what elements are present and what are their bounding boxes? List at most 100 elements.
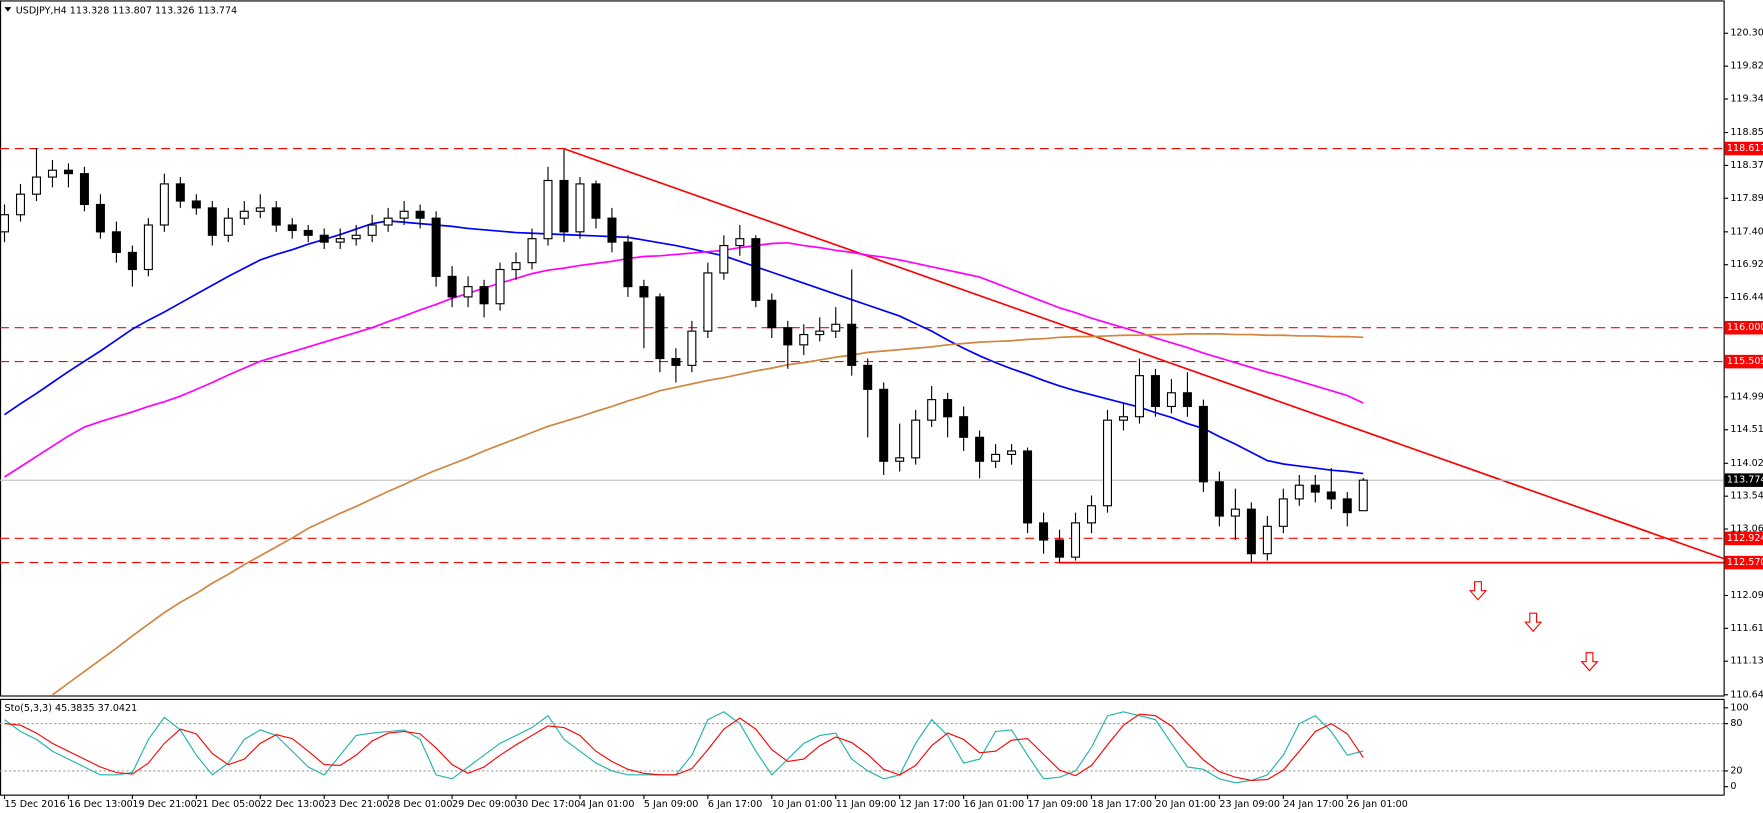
x-tick-label: 26 Jan 01:00 [1347,799,1408,810]
candle-body [575,183,585,233]
x-tick-label: 18 Jan 17:00 [1092,799,1153,810]
candle-body [79,173,89,206]
down-arrow [1524,612,1543,633]
trend-line [562,147,1724,560]
level-label-box [1724,354,1763,369]
y-tick-label: 111.610 [1730,623,1763,634]
candle-body [63,169,73,175]
level-label: 118.617 [1727,143,1763,154]
candle-body [543,179,553,240]
candle-body [1102,419,1112,507]
y-tick-label: 119.340 [1730,94,1763,105]
x-tick-label: 21 Dec 05:00 [196,799,260,810]
x-tick-label: 29 Dec 09:00 [452,799,516,810]
candle-body [863,364,873,390]
k-value: 45.3835 [55,702,95,713]
candle-body [1246,508,1256,555]
candle-body [399,210,409,219]
moving-average [51,333,1364,696]
x-tick-label: 28 Dec 01:00 [388,799,452,810]
high-value: 113.807 [112,5,152,16]
down-arrows [1468,581,1599,672]
candle-body [655,296,665,360]
candle-body [1342,498,1352,514]
candle-body [111,231,121,253]
candle-body [175,183,185,202]
candle-body [1055,539,1065,558]
candle-body [623,241,633,288]
candle-body [447,275,457,298]
down-arrow [1468,581,1488,601]
candle-body [495,268,505,305]
candle-body [335,238,345,243]
candle-body [1023,450,1033,524]
candle-body [735,238,745,247]
candle-body [1358,479,1368,512]
x-tick-label: 6 Jan 17:00 [708,799,762,810]
y-tick-label: 113.540 [1730,491,1763,502]
candle-body [1086,505,1097,524]
candle-body [639,286,649,298]
oscillator-plot [0,711,1724,784]
candle-body [143,224,153,271]
level-label: 116.000 [1727,322,1763,333]
x-tick-label: 24 Jan 17:00 [1283,799,1344,810]
x-tick-label: 23 Dec 21:00 [324,799,388,810]
candle-body [431,217,441,277]
y-tick-label: 112.090 [1730,590,1763,601]
level-label-box [1724,555,1763,570]
candle-body [1326,491,1336,500]
y-tick-label: 114.020 [1730,458,1763,469]
candle-body [95,203,105,233]
candle-body [207,207,217,236]
y-tick-label: 100 [1730,702,1748,713]
candle-body [1310,484,1320,493]
x-tick-label: 15 Dec 2016 [5,799,66,810]
level-label-box [1724,141,1763,156]
candle-body [703,272,713,332]
y-tick-label: 116.920 [1730,259,1763,270]
candle-body [1166,392,1176,408]
level-label-box [1724,320,1763,335]
candle-body [991,453,1001,462]
candle-body [1134,375,1144,418]
x-tick-label: 22 Dec 13:00 [260,799,324,810]
candle-body [415,210,425,219]
y-tick-label: 113.060 [1730,524,1763,535]
candle-body [1150,375,1160,408]
candle-body [1214,481,1224,517]
y-tick-label: 0 [1730,781,1736,792]
y-tick-label: 119.820 [1730,61,1763,72]
candle-body [1294,484,1304,500]
candle-body [943,399,953,418]
d-value: 37.0421 [98,702,138,713]
x-tick-label: 30 Dec 17:00 [516,799,580,810]
candle-body [895,457,905,462]
candle-body [847,323,857,366]
y-tick-label: 117.890 [1730,193,1763,204]
candle-body [831,323,841,332]
x-tick-label: 4 Jan 01:00 [580,799,634,810]
candle-body [1230,508,1240,517]
menu-triangle [4,7,12,12]
candle-body [1198,405,1208,483]
candle-body [559,179,569,233]
candle-body [383,217,393,226]
candle-body [15,193,25,216]
candle-body [671,357,681,366]
y-tick-label: 114.510 [1730,424,1763,435]
candle-body [479,286,489,305]
level-label: 115.505 [1727,356,1763,367]
close-value: 113.774 [198,5,238,16]
candle-body [303,229,313,236]
open-value: 113.328 [70,5,110,16]
candle-body [719,244,729,274]
main-panel [0,0,1725,697]
candle-body [1182,392,1192,408]
candle-body [927,399,937,421]
candle-body [607,217,617,243]
y-tick-label: 111.130 [1730,656,1763,667]
main-plot [0,147,1724,696]
